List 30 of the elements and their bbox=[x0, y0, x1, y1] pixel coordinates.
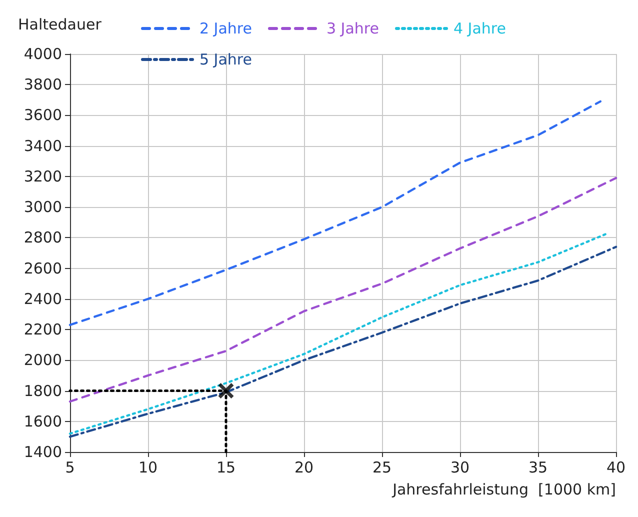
legend-title: Haltedauer bbox=[18, 16, 102, 34]
y-tick-label: 2800 bbox=[24, 228, 62, 247]
legend-label: 5 Jahre bbox=[200, 50, 252, 68]
x-axis-title: Jahresfahrleistung [1000 km] bbox=[392, 480, 616, 498]
legend-label: 4 Jahre bbox=[454, 20, 506, 38]
y-tick-label: 3800 bbox=[24, 76, 62, 94]
legend-label: 3 Jahre bbox=[326, 20, 379, 38]
y-tick-label: 4000 bbox=[24, 45, 62, 63]
y-tick-label: 1400 bbox=[24, 443, 62, 461]
x-tick-label: 5 bbox=[65, 458, 75, 476]
x-tick-label: 15 bbox=[216, 458, 236, 476]
x-tick-label: 30 bbox=[450, 458, 470, 476]
line-series bbox=[68, 100, 602, 326]
y-tick-label: 1800 bbox=[24, 382, 62, 400]
y-tick-label: 3200 bbox=[24, 167, 62, 186]
y-tick-label: 3600 bbox=[24, 106, 62, 124]
y-tick-label: 2200 bbox=[24, 320, 62, 339]
y-tick-label: 3400 bbox=[24, 136, 62, 155]
line-series bbox=[68, 176, 618, 403]
y-tick-label: 1600 bbox=[24, 412, 62, 430]
x-tick-label: 35 bbox=[528, 458, 548, 476]
x-tick-label: 10 bbox=[138, 458, 158, 476]
x-tick-label: 25 bbox=[372, 458, 392, 476]
y-tick-label: 2400 bbox=[24, 290, 62, 308]
y-tick-label: 2000 bbox=[24, 351, 62, 370]
legend-label: 2 Jahre bbox=[200, 20, 252, 38]
x-tick-label: 20 bbox=[294, 458, 314, 476]
y-tick-label: 2600 bbox=[24, 259, 62, 278]
x-tick-label: 40 bbox=[606, 458, 626, 476]
y-tick-label: 3000 bbox=[24, 198, 62, 216]
